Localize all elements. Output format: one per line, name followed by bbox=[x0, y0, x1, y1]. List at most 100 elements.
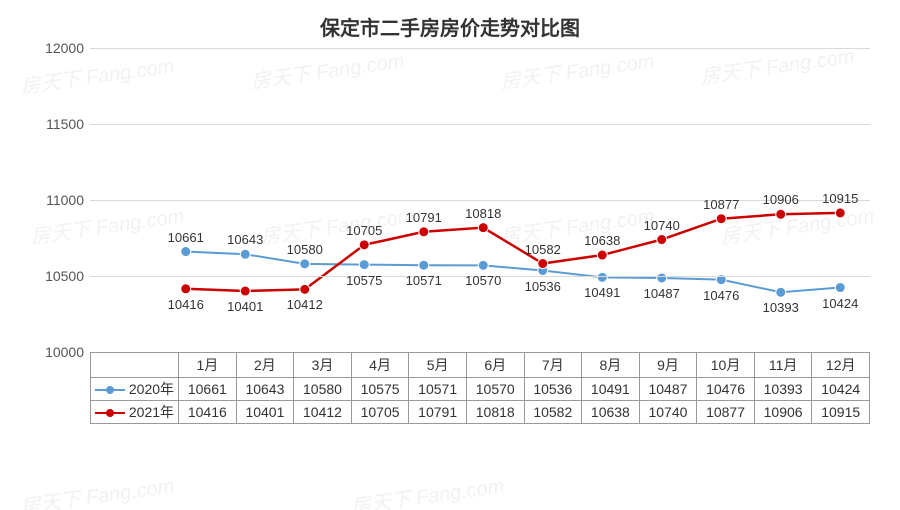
value-cell: 10582 bbox=[524, 401, 582, 424]
legend-marker-icon bbox=[95, 404, 125, 420]
data-label: 10571 bbox=[406, 273, 442, 288]
data-marker bbox=[716, 214, 726, 224]
data-label: 10476 bbox=[703, 288, 739, 303]
category-cell: 7月 bbox=[524, 353, 582, 378]
value-cell: 10401 bbox=[236, 401, 294, 424]
data-label: 10705 bbox=[346, 223, 382, 238]
data-label: 10740 bbox=[644, 218, 680, 233]
category-cell: 4月 bbox=[351, 353, 409, 378]
value-cell: 10393 bbox=[754, 378, 812, 401]
category-cell: 6月 bbox=[466, 353, 524, 378]
data-label: 10412 bbox=[287, 297, 323, 312]
data-label: 10661 bbox=[168, 230, 204, 245]
y-tick-label: 12000 bbox=[45, 40, 90, 56]
data-marker bbox=[776, 209, 786, 219]
data-label: 10582 bbox=[525, 242, 561, 257]
value-cell: 10580 bbox=[294, 378, 352, 401]
data-table: 1月2月3月4月5月6月7月8月9月10月11月12月 2020年1066110… bbox=[90, 352, 870, 424]
data-marker bbox=[359, 240, 369, 250]
data-marker bbox=[300, 284, 310, 294]
table-row: 2020年 10661106431058010575105711057010536… bbox=[91, 378, 870, 401]
data-marker bbox=[478, 260, 488, 270]
watermark: 房天下 Fang.com bbox=[349, 469, 506, 510]
legend-label: 2020年 bbox=[129, 381, 174, 397]
value-cell: 10906 bbox=[754, 401, 812, 424]
value-cell: 10643 bbox=[236, 378, 294, 401]
y-tick-label: 10500 bbox=[45, 268, 90, 284]
table-row: 2021年 10416104011041210705107911081810582… bbox=[91, 401, 870, 424]
data-label: 10877 bbox=[703, 197, 739, 212]
data-marker bbox=[657, 235, 667, 245]
data-marker bbox=[597, 272, 607, 282]
value-cell: 10570 bbox=[466, 378, 524, 401]
data-label: 10570 bbox=[465, 273, 501, 288]
grid-line bbox=[90, 48, 870, 49]
value-cell: 10416 bbox=[179, 401, 237, 424]
category-cell: 2月 bbox=[236, 353, 294, 378]
category-cell: 11月 bbox=[754, 353, 812, 378]
value-cell: 10487 bbox=[639, 378, 697, 401]
data-marker bbox=[240, 286, 250, 296]
value-cell: 10818 bbox=[466, 401, 524, 424]
value-cell: 10536 bbox=[524, 378, 582, 401]
value-cell: 10877 bbox=[697, 401, 755, 424]
category-cell: 3月 bbox=[294, 353, 352, 378]
data-label: 10643 bbox=[227, 232, 263, 247]
value-cell: 10661 bbox=[179, 378, 237, 401]
grid-line bbox=[90, 124, 870, 125]
y-tick-label: 10000 bbox=[45, 344, 90, 360]
legend-label: 2021年 bbox=[129, 404, 174, 420]
value-cell: 10740 bbox=[639, 401, 697, 424]
legend-cell: 2021年 bbox=[91, 401, 179, 424]
data-marker bbox=[359, 260, 369, 270]
series-line bbox=[186, 213, 841, 291]
data-marker bbox=[300, 259, 310, 269]
value-cell: 10575 bbox=[351, 378, 409, 401]
value-cell: 10491 bbox=[582, 378, 640, 401]
data-marker bbox=[835, 208, 845, 218]
legend-cell: 2020年 bbox=[91, 378, 179, 401]
table-corner-cell bbox=[91, 353, 179, 378]
data-label: 10401 bbox=[227, 299, 263, 314]
y-tick-label: 11500 bbox=[46, 116, 90, 132]
data-label: 10791 bbox=[406, 210, 442, 225]
chart-title: 保定市二手房房价走势对比图 bbox=[0, 12, 900, 41]
data-marker bbox=[181, 284, 191, 294]
data-marker bbox=[181, 247, 191, 257]
data-label: 10818 bbox=[465, 206, 501, 221]
table-header-row: 1月2月3月4月5月6月7月8月9月10月11月12月 bbox=[91, 353, 870, 378]
category-cell: 9月 bbox=[639, 353, 697, 378]
data-marker bbox=[597, 250, 607, 260]
data-label: 10536 bbox=[525, 279, 561, 294]
category-cell: 5月 bbox=[409, 353, 467, 378]
data-label: 10487 bbox=[644, 286, 680, 301]
value-cell: 10412 bbox=[294, 401, 352, 424]
legend-marker-icon bbox=[95, 381, 125, 397]
category-cell: 12月 bbox=[812, 353, 870, 378]
data-label: 10915 bbox=[822, 191, 858, 206]
value-cell: 10638 bbox=[582, 401, 640, 424]
value-cell: 10705 bbox=[351, 401, 409, 424]
data-label: 10424 bbox=[822, 296, 858, 311]
value-cell: 10476 bbox=[697, 378, 755, 401]
data-label: 10491 bbox=[584, 285, 620, 300]
category-cell: 10月 bbox=[697, 353, 755, 378]
data-label: 10416 bbox=[168, 297, 204, 312]
series-line bbox=[186, 252, 841, 293]
value-cell: 10915 bbox=[812, 401, 870, 424]
data-marker bbox=[835, 283, 845, 293]
grid-line bbox=[90, 200, 870, 201]
category-cell: 8月 bbox=[582, 353, 640, 378]
value-cell: 10791 bbox=[409, 401, 467, 424]
data-label: 10580 bbox=[287, 242, 323, 257]
data-marker bbox=[657, 273, 667, 283]
data-label: 10638 bbox=[584, 233, 620, 248]
data-label: 10906 bbox=[763, 192, 799, 207]
y-tick-label: 11000 bbox=[46, 192, 90, 208]
data-marker bbox=[419, 260, 429, 270]
data-marker bbox=[776, 287, 786, 297]
value-cell: 10571 bbox=[409, 378, 467, 401]
data-marker bbox=[240, 249, 250, 259]
data-marker bbox=[419, 227, 429, 237]
watermark: 房天下 Fang.com bbox=[19, 469, 176, 510]
